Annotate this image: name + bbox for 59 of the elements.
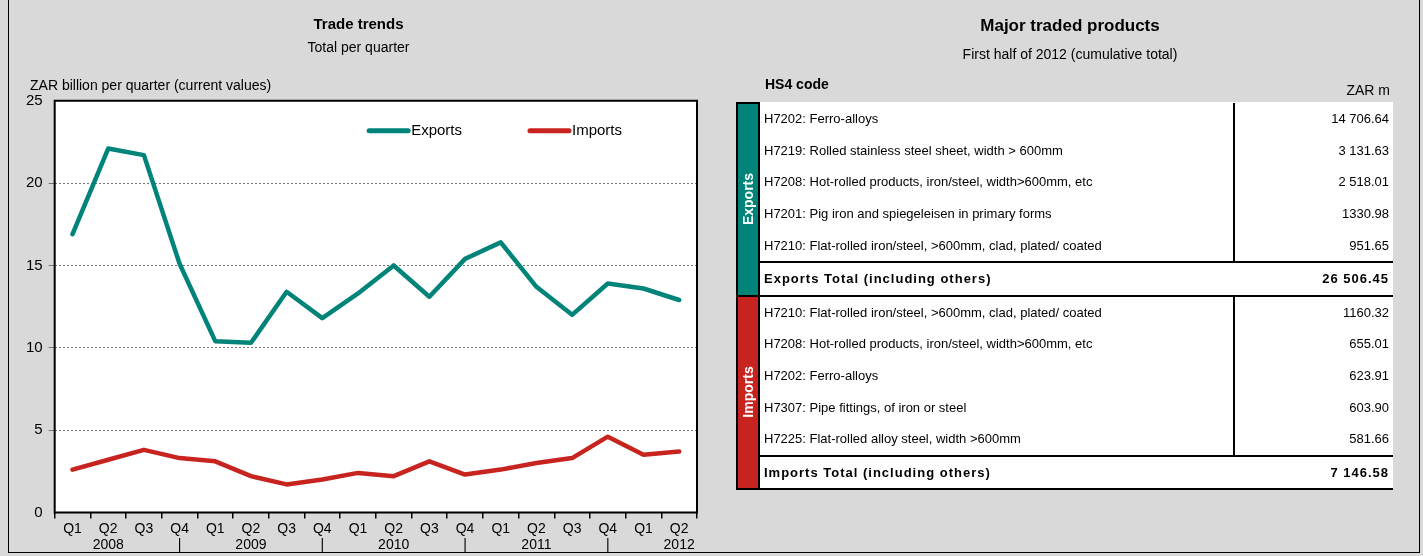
- x-tick-label: Q4 |: [170, 519, 190, 553]
- text: Major traded products: [979, 16, 1161, 36]
- text: ZAR m: [1346, 82, 1390, 98]
- data-label: 14 706.64: [1234, 103, 1393, 135]
- category-label: H7210: Flat-rolled iron/steel, >600mm, clad, plated/ coated: [763, 303, 1103, 322]
- y-axis-title: ZAR billion per quarter (current values): [30, 76, 272, 93]
- x-tick-label: Q2 2011: [521, 519, 552, 553]
- x-tick-label: Q1: [634, 519, 654, 536]
- y-tick-label: 10: [26, 337, 43, 355]
- x-tick-label: Q2 2008: [92, 519, 124, 553]
- x-tick-label: Q1: [491, 519, 511, 536]
- y-tick-label: 20: [26, 173, 43, 191]
- x-tick-label: Q3: [420, 519, 439, 536]
- data-label: 623.91: [1234, 359, 1393, 392]
- x-tick-label: Q3: [134, 519, 154, 536]
- legend-label: Imports: [571, 120, 623, 138]
- text: First half of 2012 (cumulative total): [961, 46, 1179, 62]
- data-label: 1330.98: [1234, 197, 1393, 230]
- x-tick-label: Q4 |: [455, 519, 475, 553]
- category-label: H7208: Hot-rolled products, iron/steel, width>600mm, etc: [763, 173, 1094, 192]
- category-label: Imports Total (including others): [759, 455, 1234, 490]
- x-tick-label: Q3: [277, 519, 297, 536]
- category-label: H7202: Ferro-alloys: [763, 367, 880, 386]
- text: HS4 code: [765, 76, 829, 92]
- x-tick-label: Q1: [63, 519, 83, 536]
- data-label: 951.65: [1234, 229, 1393, 262]
- category-label: H7307: Pipe fittings, of iron or steel: [763, 398, 968, 417]
- x-tick-label: Q2 2010: [378, 519, 410, 553]
- category-label: H7202: Ferro-alloys: [763, 110, 880, 129]
- data-label: 26 506.45: [1234, 261, 1393, 296]
- legend-label: Exports: [411, 120, 462, 138]
- data-label: 655.01: [1234, 328, 1393, 360]
- data-label: 581.66: [1234, 422, 1393, 456]
- x-tick-label: Q2 2012: [663, 519, 695, 553]
- data-label: 603.90: [1234, 391, 1393, 423]
- x-tick-label: Q1: [205, 519, 225, 536]
- y-tick-label: 25: [26, 90, 43, 108]
- x-tick-label: Q4 |: [312, 519, 332, 553]
- category-label: Exports Total (including others): [759, 261, 1234, 296]
- category-label: H7210: Flat-rolled iron/steel, >600mm, clad, plated/ coated: [763, 236, 1103, 255]
- x-tick-label: Q2 2009: [235, 519, 267, 553]
- x-tick-label: Q1: [348, 519, 368, 536]
- x-tick-label: Q3: [562, 519, 582, 536]
- category-label: H7219: Rolled stainless steel sheet, width > 600mm: [763, 141, 1064, 160]
- text: Imports: [737, 299, 759, 486]
- data-label: 7 146.58: [1234, 455, 1393, 490]
- series-label: Exports: [737, 106, 759, 293]
- y-tick-label: 15: [26, 255, 43, 273]
- y-tick-label: 5: [34, 420, 43, 438]
- data-label: 3 131.63: [1234, 134, 1393, 167]
- y-tick-label: 0: [34, 502, 43, 520]
- chart-title: Trade trends: [313, 15, 404, 33]
- x-tick-label: Q4 |: [598, 519, 618, 553]
- data-label: 2 518.01: [1234, 166, 1393, 198]
- data-label: 1160.32: [1234, 295, 1393, 329]
- category-label: H7225: Flat-rolled alloy steel, width >600mm: [763, 430, 1022, 449]
- chart-subtitle: Total per quarter: [307, 39, 410, 56]
- category-label: H7208: Hot-rolled products, iron/steel, width>600mm, etc: [763, 335, 1094, 354]
- category-label: H7201: Pig iron and spiegeleisen in primary forms: [763, 205, 1053, 224]
